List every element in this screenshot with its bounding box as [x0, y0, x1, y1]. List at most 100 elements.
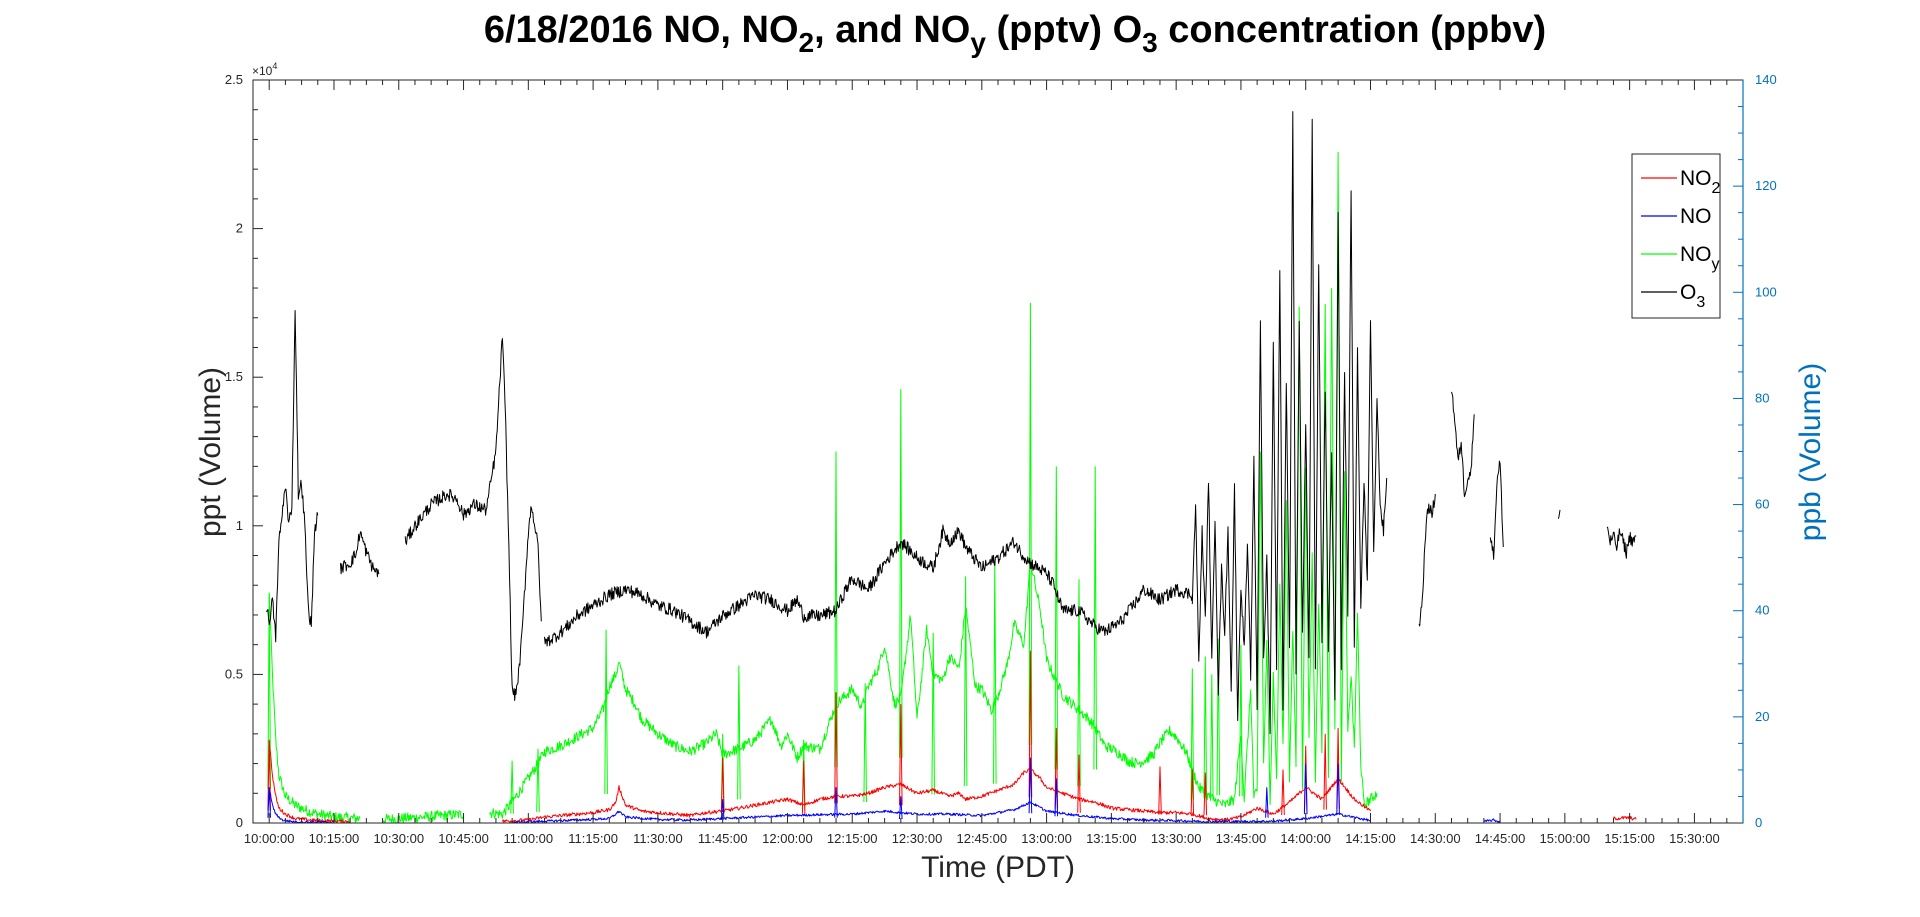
y-right-tick-label: 140 — [1755, 72, 1777, 87]
legend: NO2 NO NOy O3 — [1631, 153, 1721, 319]
series-spike — [863, 683, 867, 803]
series-spike — [1281, 769, 1285, 816]
series-spike — [1239, 644, 1243, 797]
series-line — [265, 310, 319, 643]
x-tick-label: 14:30:00 — [1410, 831, 1461, 846]
series-spike — [536, 748, 540, 812]
y-right-tick-label: 60 — [1755, 497, 1769, 512]
series-line — [511, 800, 1371, 824]
series-layer — [265, 111, 1637, 824]
y-right-tick-label: 100 — [1755, 284, 1777, 299]
y-right-tick-label: 80 — [1755, 390, 1769, 405]
series-spike — [737, 665, 741, 800]
y-axis-label-right: ppb (Volume) — [1794, 363, 1827, 541]
y-left-tick-label: 2 — [236, 221, 243, 236]
series-spike — [963, 576, 968, 787]
y-right-tick-label: 0 — [1755, 815, 1762, 830]
title-part: (pptv) O — [986, 9, 1142, 51]
series-no — [267, 757, 1501, 824]
x-tick-label: 12:30:00 — [892, 831, 943, 846]
x-tick-label: 10:15:00 — [309, 831, 360, 846]
series-spike — [1265, 787, 1269, 818]
series-line — [1451, 391, 1475, 498]
series-spike — [1054, 466, 1059, 770]
series-spike — [1054, 727, 1059, 809]
y-axis-left: 0 0.5 1 1.5 2 2.5 — [225, 72, 263, 830]
series-spike — [1077, 579, 1081, 787]
y-right-tick-label: 40 — [1755, 603, 1769, 618]
series-spike — [1323, 733, 1327, 810]
series-spike — [510, 760, 514, 814]
series-spike — [1303, 763, 1308, 815]
x-tick-label: 14:15:00 — [1345, 831, 1396, 846]
series-line — [1557, 509, 1561, 519]
x-axis: 10:00:00 10:15:00 10:30:00 10:45:00 11:00:00… — [244, 80, 1744, 846]
x-tick-label: 13:45:00 — [1216, 831, 1267, 846]
x-tick-label: 11:00:00 — [504, 831, 554, 846]
y-left-tick-label: 0 — [236, 815, 243, 830]
x-tick-label: 11:15:00 — [568, 831, 618, 846]
series-spike — [267, 787, 271, 818]
series-spike — [1203, 772, 1208, 816]
x-tick-label: 13:30:00 — [1151, 831, 1202, 846]
y-right-tick-label: 20 — [1755, 709, 1769, 724]
series-spike — [1028, 302, 1033, 746]
x-tick-label: 14:45:00 — [1475, 831, 1526, 846]
y-left-tick-label: 1.5 — [225, 369, 243, 384]
x-tick-label: 10:30:00 — [373, 831, 424, 846]
y-left-tick-label: 0.5 — [225, 666, 243, 681]
series-spike — [899, 704, 903, 806]
x-tick-label: 10:00:00 — [244, 831, 295, 846]
plot-area — [253, 80, 1743, 823]
left-exponent: ×104 — [252, 61, 277, 78]
x-tick-label: 11:45:00 — [698, 831, 748, 846]
series-spike — [1190, 668, 1195, 800]
legend-label: NO2 — [1680, 167, 1721, 197]
x-tick-label: 12:45:00 — [956, 831, 1007, 846]
series-spike — [1158, 766, 1162, 815]
series-spike — [834, 787, 838, 818]
x-tick-label: 15:00:00 — [1540, 831, 1591, 846]
series-line — [544, 524, 1193, 647]
series-spike — [1190, 769, 1195, 816]
x-tick-label: 10:45:00 — [438, 831, 489, 846]
title-part: 6/18/2016 NO, NO — [484, 9, 799, 51]
series-line — [404, 338, 542, 701]
series-line — [340, 531, 380, 578]
title-part: y — [970, 27, 986, 58]
series-spike — [834, 692, 838, 804]
series-spike — [267, 739, 271, 811]
y-axis-label-left: ppt (Volume) — [194, 367, 227, 537]
chart-title: 6/18/2016 NO, NO2, and NOy (pptv) O3 con… — [484, 9, 1546, 58]
series-spike — [1093, 466, 1097, 770]
x-tick-label: 15:30:00 — [1669, 831, 1720, 846]
legend-label: O3 — [1680, 281, 1705, 311]
y-left-tick-label: 1 — [236, 518, 243, 533]
series-spike — [1216, 638, 1221, 796]
x-tick-label: 11:30:00 — [633, 831, 683, 846]
series-line — [1606, 526, 1637, 559]
x-tick-label: 12:00:00 — [762, 831, 813, 846]
title-part: 2 — [799, 27, 815, 58]
y-left-tick-label: 2.5 — [225, 72, 243, 87]
x-axis-label: Time (PDT) — [921, 851, 1075, 884]
x-tick-label: 13:00:00 — [1021, 831, 1072, 846]
series-line — [501, 768, 1371, 823]
series-line — [1489, 460, 1504, 560]
series-spike — [834, 451, 838, 768]
legend-label: NO — [1680, 205, 1712, 228]
x-tick-label: 12:15:00 — [827, 831, 878, 846]
series-spike — [1203, 656, 1208, 799]
series-line — [1612, 815, 1637, 821]
series-line — [268, 592, 361, 824]
series-spike — [1210, 674, 1214, 801]
series-spike — [899, 389, 903, 758]
series-spike — [267, 594, 271, 789]
series-spike — [1077, 754, 1081, 813]
title-part: , and NO — [814, 9, 970, 51]
series-spike — [1336, 763, 1340, 815]
title-part: 3 — [1142, 27, 1158, 58]
series-line — [1191, 111, 1388, 735]
x-tick-label: 15:15:00 — [1604, 831, 1655, 846]
